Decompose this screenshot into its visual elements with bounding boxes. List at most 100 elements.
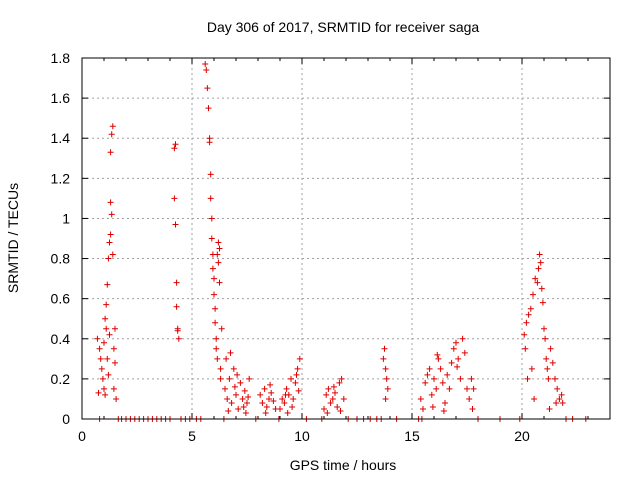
data-point xyxy=(336,379,343,386)
data-point xyxy=(109,251,116,258)
data-point xyxy=(340,395,347,402)
data-point xyxy=(231,383,238,390)
data-point xyxy=(279,395,286,402)
data-point xyxy=(215,259,222,266)
data-point xyxy=(173,303,180,310)
data-point xyxy=(261,385,268,392)
data-point xyxy=(435,355,442,362)
y-tick-label: 1.8 xyxy=(51,50,71,66)
data-point xyxy=(245,393,252,400)
data-point xyxy=(332,389,338,396)
y-tick-label: 1.2 xyxy=(51,170,71,186)
data-point xyxy=(228,399,235,406)
data-point xyxy=(175,335,182,342)
data-point xyxy=(226,375,233,382)
data-point xyxy=(464,385,470,392)
data-point xyxy=(224,395,231,402)
data-point xyxy=(99,375,106,382)
data-point xyxy=(431,375,437,382)
data-point xyxy=(103,325,110,332)
data-point xyxy=(442,399,448,406)
data-point xyxy=(101,385,107,392)
data-point xyxy=(110,385,117,392)
data-point xyxy=(270,397,277,404)
data-point xyxy=(522,345,529,352)
data-point xyxy=(523,319,530,326)
data-point xyxy=(171,195,178,202)
data-point xyxy=(542,335,549,342)
data-point xyxy=(218,325,225,332)
data-point xyxy=(459,335,466,342)
x-tick-label: 15 xyxy=(404,428,420,444)
data-point xyxy=(545,375,552,382)
data-point xyxy=(554,385,561,392)
y-tick-label: 0 xyxy=(62,411,70,427)
data-point xyxy=(172,221,179,228)
data-point xyxy=(98,365,105,372)
x-tick-label: 10 xyxy=(294,428,310,444)
data-point xyxy=(277,405,283,412)
gridlines xyxy=(81,57,610,420)
data-point xyxy=(382,365,389,372)
data-point xyxy=(290,395,297,402)
data-point xyxy=(216,245,223,252)
data-point xyxy=(223,355,230,362)
data-point xyxy=(439,379,446,386)
data-point xyxy=(531,395,538,402)
data-point xyxy=(524,375,531,382)
data-point xyxy=(534,279,541,286)
data-point xyxy=(384,385,391,392)
data-point xyxy=(461,349,468,356)
data-point xyxy=(216,279,223,286)
data-point xyxy=(544,365,551,372)
data-point xyxy=(453,339,459,346)
chart-title: Day 306 of 2017, SRMTID for receiver sag… xyxy=(207,19,480,35)
y-tick-label: 0.2 xyxy=(51,371,71,387)
y-tick-label: 1.4 xyxy=(51,130,71,146)
plot-area-frame xyxy=(81,57,611,420)
y-tick-label: 1 xyxy=(62,210,70,226)
data-point xyxy=(263,403,270,410)
data-point xyxy=(172,141,179,148)
data-point xyxy=(525,311,532,318)
data-point xyxy=(107,231,114,238)
data-point xyxy=(230,365,237,372)
data-point xyxy=(380,355,387,362)
data-point xyxy=(296,355,303,362)
data-point xyxy=(212,305,219,312)
data-points xyxy=(94,61,589,422)
data-point xyxy=(268,389,275,396)
data-point xyxy=(434,351,441,358)
y-tick-label: 1.6 xyxy=(51,90,71,106)
data-point xyxy=(530,291,536,298)
data-point xyxy=(422,379,429,386)
data-point xyxy=(257,391,264,398)
data-point xyxy=(107,199,114,206)
data-point xyxy=(206,139,213,146)
data-point xyxy=(267,381,274,388)
data-point xyxy=(337,407,344,414)
data-point xyxy=(112,359,118,366)
data-point xyxy=(215,239,222,246)
data-point xyxy=(546,405,553,412)
data-point xyxy=(207,195,214,202)
data-point xyxy=(262,409,269,416)
data-point xyxy=(207,171,214,178)
data-point xyxy=(527,305,534,312)
data-point xyxy=(295,387,302,394)
data-point xyxy=(209,265,216,272)
data-point xyxy=(105,255,112,262)
data-point xyxy=(240,403,247,410)
data-point xyxy=(383,375,390,382)
data-point xyxy=(104,281,111,288)
data-point xyxy=(289,403,296,410)
data-point xyxy=(242,409,249,416)
data-point xyxy=(104,355,111,362)
data-point xyxy=(222,385,228,392)
data-point xyxy=(266,395,272,402)
data-point xyxy=(225,407,232,414)
data-point xyxy=(552,375,558,382)
data-point xyxy=(429,403,436,410)
data-point xyxy=(294,365,301,372)
